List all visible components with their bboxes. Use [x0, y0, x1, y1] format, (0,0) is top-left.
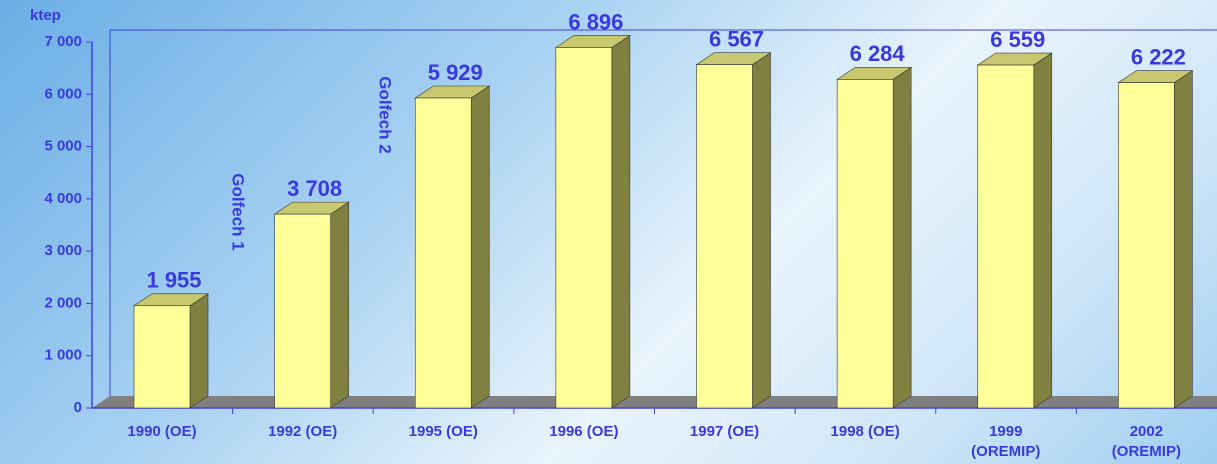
- y-tick-label: 7 000: [44, 33, 82, 50]
- value-label: 6 559: [990, 27, 1045, 52]
- x-tick-label: 1997 (OE): [689, 423, 760, 440]
- x-tick-label: 1995 (OE): [408, 423, 478, 440]
- value-label: 6 567: [709, 26, 764, 51]
- y-tick-label: 4 000: [44, 190, 82, 207]
- bar-side: [470, 85, 490, 409]
- bar-side: [892, 66, 912, 409]
- annotation: Golfech 2: [376, 76, 395, 153]
- x-tick-label: 1996 (OE): [549, 423, 619, 440]
- y-tick-label: 6 000: [44, 85, 82, 102]
- y-tick-label: 5 000: [44, 138, 82, 155]
- y-tick-label: 3 000: [44, 242, 82, 259]
- bar: [977, 64, 1035, 409]
- y-tick-label: 2 000: [44, 294, 82, 311]
- bar: [1118, 82, 1175, 409]
- bar: [836, 79, 894, 409]
- x-tick-label: 1998 (OE): [830, 423, 900, 440]
- bar-side: [1174, 70, 1193, 409]
- bar-side: [1033, 52, 1053, 409]
- x-tick-label: 1999 (OREMIP): [971, 423, 1041, 460]
- value-label: 6 896: [568, 9, 623, 34]
- y-tick-label: 0: [74, 399, 82, 416]
- x-tick-label: 1992 (OE): [268, 423, 338, 440]
- bar: [555, 47, 613, 409]
- bar: [414, 97, 472, 409]
- bar-side: [611, 34, 631, 409]
- annotation: Golfech 1: [229, 173, 248, 250]
- value-label: 6 222: [1131, 44, 1186, 69]
- floor: [92, 396, 1217, 408]
- x-tick-label: 1990 (OE): [127, 423, 197, 440]
- bar-side: [752, 52, 771, 409]
- value-label: 5 929: [428, 60, 483, 85]
- value-label: 6 284: [850, 41, 906, 66]
- value-label: 3 708: [287, 176, 342, 201]
- value-label: 1 955: [146, 268, 201, 293]
- bar: [696, 64, 753, 409]
- axis-label: ktep: [30, 7, 61, 24]
- bar-side: [330, 201, 349, 409]
- bar: [274, 213, 331, 409]
- x-tick-label: 2002 (OREMIP): [1111, 423, 1181, 460]
- bar: [133, 305, 191, 409]
- bar-side: [189, 293, 209, 409]
- y-tick-label: 1 000: [44, 347, 82, 364]
